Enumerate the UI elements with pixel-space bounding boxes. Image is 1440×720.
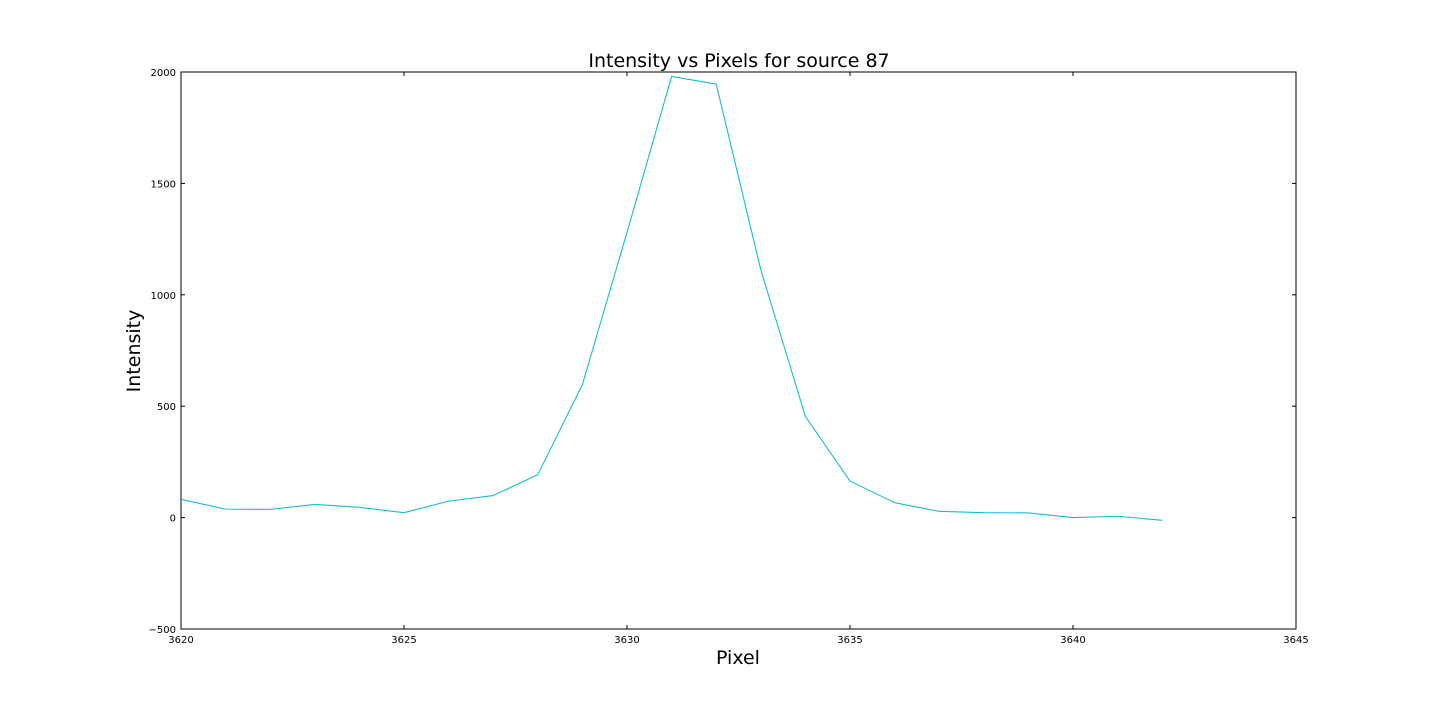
- x-tick-label: 3635: [837, 635, 862, 646]
- series-layer: [180, 75, 1163, 521]
- y-tick-label: 2000: [151, 68, 176, 79]
- y-tick-label: −500: [149, 625, 176, 636]
- y-tick-label: 500: [157, 402, 176, 413]
- x-tick-label: 3625: [391, 635, 416, 646]
- series-line: [180, 75, 1163, 521]
- x-tick-label: 3630: [614, 635, 639, 646]
- y-tick-label: 0: [170, 514, 176, 525]
- y-axis-ticks: −500 0 500 1000 1500 2000: [149, 68, 1296, 636]
- y-tick-label: 1500: [151, 179, 176, 190]
- x-axis-ticks: 3620 3625 3630 3635 3640 3645: [168, 72, 1309, 646]
- x-tick-label: 3620: [168, 635, 193, 646]
- chart-title: Intensity vs Pixels for source 87: [588, 50, 889, 72]
- x-axis-label: Pixel: [716, 647, 760, 669]
- plot-area: [180, 71, 1297, 630]
- x-tick-label: 3645: [1283, 635, 1308, 646]
- y-tick-label: 1000: [151, 291, 176, 302]
- x-tick-label: 3640: [1060, 635, 1085, 646]
- y-axis-label: Intensity: [123, 310, 145, 393]
